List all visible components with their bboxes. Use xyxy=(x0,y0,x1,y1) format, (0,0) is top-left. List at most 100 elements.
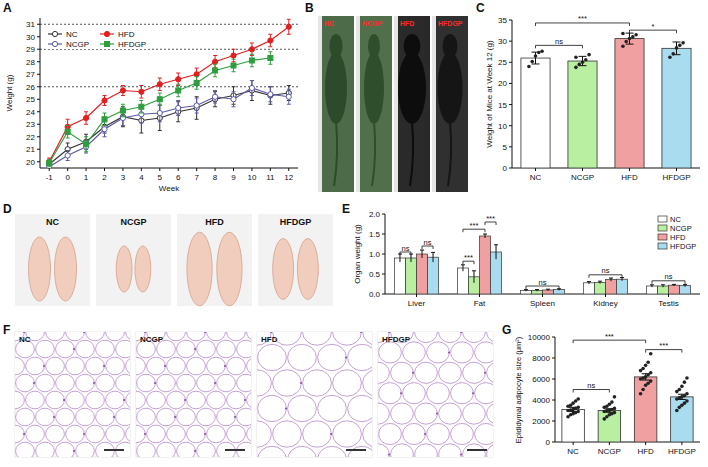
legend-swatch xyxy=(658,225,667,231)
photo-mouse xyxy=(364,52,384,124)
error-bar xyxy=(84,137,88,152)
photo-cell xyxy=(318,395,347,421)
y-axis-title: Epididymal adipocyte size (μm²) xyxy=(514,336,523,443)
error-bar xyxy=(103,96,107,106)
error-line xyxy=(496,245,497,259)
error-cap xyxy=(47,158,51,159)
photo-fat xyxy=(116,246,132,292)
photo-cell xyxy=(427,383,450,404)
error-cap xyxy=(195,119,199,120)
photo-cell xyxy=(137,408,156,426)
photo-cell xyxy=(56,374,75,392)
photo-cell xyxy=(333,421,362,447)
photo-mouse xyxy=(448,121,451,186)
error-cap xyxy=(609,278,613,279)
photo-cell xyxy=(86,357,105,375)
y-tick xyxy=(552,400,555,401)
bar xyxy=(615,39,644,168)
y-tick-label: 6000 xyxy=(532,375,550,384)
photo-cell xyxy=(379,383,402,404)
photo-nucleus xyxy=(460,453,462,455)
marker xyxy=(139,104,144,109)
error-bar xyxy=(213,64,217,77)
y-tick-label: 35 xyxy=(498,16,507,25)
legend-label: HFD xyxy=(118,30,135,39)
error-cap xyxy=(420,250,424,251)
y-tick-label: 26 xyxy=(26,83,35,92)
error-bar xyxy=(483,234,487,238)
photo-cell xyxy=(237,374,251,392)
marker xyxy=(286,24,291,29)
error-bar xyxy=(472,271,476,283)
photo-cell xyxy=(15,391,24,409)
photo-cell xyxy=(96,340,115,358)
x-tick xyxy=(196,168,197,171)
series-line xyxy=(49,91,289,165)
data-point xyxy=(631,35,635,39)
x-tick xyxy=(49,168,50,171)
photo-cell xyxy=(126,391,130,409)
photo-cell xyxy=(487,403,493,424)
bar xyxy=(457,268,468,294)
error-cap xyxy=(268,46,272,47)
error-line xyxy=(422,250,423,258)
photo-cell xyxy=(273,421,302,447)
bar xyxy=(606,280,617,294)
error-cap xyxy=(232,49,236,50)
photo-cell xyxy=(217,408,236,426)
photo-nucleus xyxy=(83,433,85,435)
marker xyxy=(102,117,107,122)
photo-cell xyxy=(451,423,474,444)
image-label: NC xyxy=(19,335,31,344)
photo-nucleus xyxy=(224,365,226,367)
photo-cell xyxy=(258,344,287,370)
photo-cell xyxy=(379,342,402,363)
error-cap xyxy=(158,130,162,131)
photo-cell xyxy=(247,332,251,341)
error-cap xyxy=(587,281,591,282)
error-bar xyxy=(66,151,70,161)
error-cap xyxy=(103,136,107,137)
y-tick-label: 22 xyxy=(26,133,35,142)
y-tick-label: 27 xyxy=(26,70,35,79)
y-tick-label: 31 xyxy=(26,20,35,29)
significance-label: ns xyxy=(424,238,432,247)
marker xyxy=(286,94,291,99)
photo-nucleus xyxy=(460,332,462,333)
marker xyxy=(120,88,125,93)
error-bar xyxy=(250,81,254,101)
error-bar xyxy=(557,289,561,291)
error-cap xyxy=(103,105,107,106)
panel-letter: B xyxy=(305,1,314,15)
y-tick-label: 0 xyxy=(503,164,508,173)
y-tick-label: 15 xyxy=(498,101,507,110)
x-tick xyxy=(479,294,480,297)
photo-nucleus xyxy=(184,399,186,401)
bar xyxy=(543,290,554,294)
photo-cell xyxy=(363,421,372,447)
y-tick-label: 0 xyxy=(546,438,551,447)
plot-area xyxy=(15,332,130,457)
marker xyxy=(231,53,236,58)
photo-cell xyxy=(167,332,186,341)
error-cap xyxy=(268,101,272,102)
photo-nucleus xyxy=(436,413,438,415)
photo-cell xyxy=(333,370,362,396)
photo-cell xyxy=(415,444,438,457)
error-cap xyxy=(139,113,143,114)
error-bar xyxy=(139,86,143,99)
photo-cell xyxy=(207,332,226,341)
error-line xyxy=(399,254,400,262)
legend-marker xyxy=(52,41,57,46)
image-label: NCGP xyxy=(120,217,146,227)
error-cap xyxy=(139,133,143,134)
photo-cell xyxy=(106,425,125,443)
error-cap xyxy=(461,264,465,265)
image-label: HFD xyxy=(400,20,414,27)
photo-mouse xyxy=(334,121,337,186)
bar xyxy=(428,257,439,294)
photo-cell xyxy=(167,425,186,443)
photo-cell xyxy=(16,374,35,392)
error-cap xyxy=(84,136,88,137)
error-cap xyxy=(84,134,88,135)
